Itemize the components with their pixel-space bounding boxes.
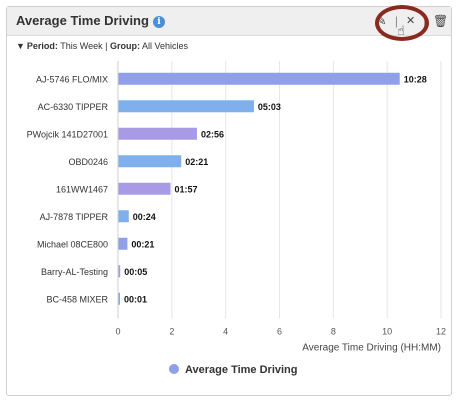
x-tick-label: 4: [223, 327, 228, 337]
bar: [118, 237, 128, 250]
group-label: Group:: [110, 41, 141, 51]
legend-label: Average Time Driving: [185, 364, 298, 376]
info-icon[interactable]: i: [152, 16, 165, 28]
category-label: Barry-AL-Testing: [41, 267, 108, 277]
data-label: 10:28: [404, 74, 427, 84]
chart-legend[interactable]: Average Time Driving: [169, 364, 298, 376]
category-label: AJ-7878 TIPPER: [40, 212, 109, 222]
x-tick-label: 12: [436, 327, 446, 337]
category-label: AJ-5746 FLO/MIX: [36, 74, 108, 84]
period-value: This Week: [60, 41, 103, 51]
data-label: 02:56: [201, 129, 224, 139]
x-tick-label: 10: [382, 327, 392, 337]
category-label: BC-458 MIXER: [46, 294, 108, 304]
data-label: 00:05: [124, 267, 147, 277]
filter-icon: ▼: [16, 41, 25, 51]
bar: [118, 265, 121, 278]
chart-widget: Average Time Driving i ✎ | ✕ | 🗑 ☝ ▼ Perio…: [6, 5, 452, 396]
category-label: Michael 08CE800: [37, 239, 108, 249]
trash-icon[interactable]: 🗑: [433, 13, 449, 28]
pointer-hand-icon: ☝: [397, 23, 405, 38]
bar: [118, 155, 182, 168]
category-label: OBD0246: [68, 157, 108, 167]
bar: [118, 100, 254, 113]
x-tick-label: 8: [331, 327, 336, 337]
bar: [118, 210, 129, 223]
data-label: 00:01: [124, 294, 147, 304]
bar: [118, 127, 197, 140]
bar: [118, 182, 171, 195]
bar-chart: AJ-5746 FLO/MIX 10:28 AC-6330 TIPPER 05:03 P…: [27, 61, 446, 354]
period-label: Period:: [26, 41, 58, 51]
bar: [118, 292, 120, 305]
filter-separator: |: [105, 41, 108, 51]
category-label: PWojcik 141D27001: [27, 129, 108, 139]
filter-summary: ▼ Period: This Week | Group: All Vehicles: [16, 41, 188, 51]
data-label: 02:21: [185, 157, 208, 167]
data-label: 05:03: [258, 102, 281, 112]
category-label: 161WW1467: [56, 184, 108, 194]
widget-title-row: Average Time Driving i: [16, 13, 165, 28]
highlight-circle: [375, 5, 429, 41]
x-tick-label: 2: [169, 327, 174, 337]
x-tick-label: 0: [115, 327, 120, 337]
widget-title: Average Time Driving: [16, 13, 149, 28]
data-label: 00:24: [133, 212, 156, 222]
data-label: 00:21: [131, 239, 154, 249]
category-label: AC-6330 TIPPER: [38, 102, 109, 112]
group-value: All Vehicles: [142, 41, 189, 51]
x-tick-label: 6: [277, 327, 282, 337]
data-label: 01:57: [174, 184, 197, 194]
x-axis-label: Average Time Driving (HH:MM): [302, 343, 441, 354]
bar: [118, 72, 400, 85]
legend-swatch: [169, 364, 179, 374]
